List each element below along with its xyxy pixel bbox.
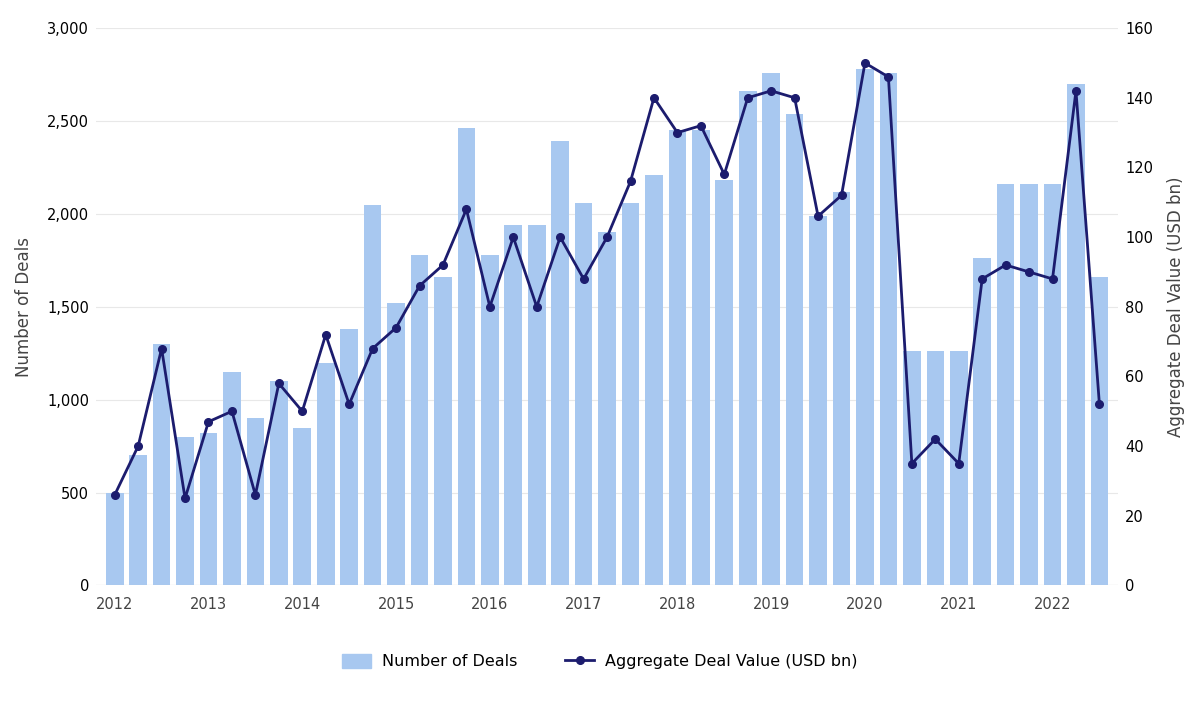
Bar (973, 258, 991, 585)
Bar (762, 73, 780, 585)
Legend: Number of Deals, Aggregate Deal Value (USD bn): Number of Deals, Aggregate Deal Value (U… (336, 647, 864, 676)
Bar (364, 204, 382, 585)
Bar (599, 233, 616, 585)
Bar (1067, 84, 1085, 585)
Bar (410, 255, 428, 585)
Bar (294, 427, 311, 585)
Bar (833, 192, 851, 585)
Bar (551, 142, 569, 585)
Y-axis label: Aggregate Deal Value (USD bn): Aggregate Deal Value (USD bn) (1166, 177, 1186, 437)
Bar (434, 277, 451, 585)
Bar (997, 184, 1014, 585)
Bar (528, 225, 546, 585)
Bar (388, 303, 404, 585)
Bar (106, 493, 124, 585)
Bar (622, 203, 640, 585)
Bar (1091, 277, 1109, 585)
Y-axis label: Number of Deals: Number of Deals (14, 237, 34, 377)
Bar (223, 372, 241, 585)
Bar (199, 433, 217, 585)
Bar (856, 69, 874, 585)
Bar (130, 456, 146, 585)
Bar (646, 175, 662, 585)
Bar (715, 180, 733, 585)
Bar (692, 130, 709, 585)
Bar (575, 203, 593, 585)
Bar (1020, 184, 1038, 585)
Bar (950, 351, 967, 585)
Bar (176, 437, 194, 585)
Bar (1044, 184, 1061, 585)
Bar (481, 255, 499, 585)
Bar (668, 130, 686, 585)
Bar (904, 351, 920, 585)
Bar (809, 216, 827, 585)
Bar (739, 91, 756, 585)
Bar (504, 225, 522, 585)
Bar (786, 114, 804, 585)
Bar (926, 351, 944, 585)
Bar (880, 73, 898, 585)
Bar (270, 381, 288, 585)
Bar (246, 418, 264, 585)
Bar (341, 329, 358, 585)
Bar (317, 362, 335, 585)
Bar (457, 128, 475, 585)
Bar (152, 344, 170, 585)
